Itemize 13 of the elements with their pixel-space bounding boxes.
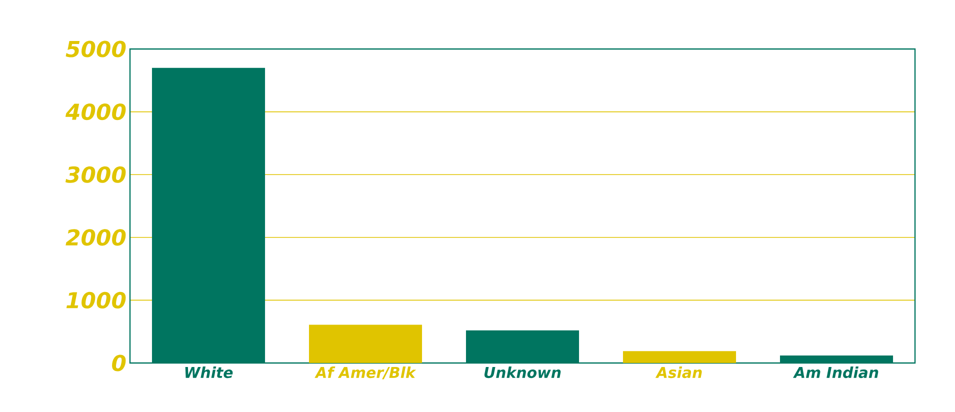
y-tick-label: 2000 <box>66 229 126 246</box>
y-tick-label: 1000 <box>66 292 126 308</box>
x-tick-label: Af Amer/Blk <box>314 366 416 380</box>
y-tick-label: 3000 <box>65 166 126 183</box>
x-tick-label: Am Indian <box>792 366 878 378</box>
y-tick-label: 0 <box>112 354 126 372</box>
x-tick-label: Asian <box>655 366 702 378</box>
x-tick-label: White <box>185 366 233 378</box>
bar <box>622 351 736 363</box>
bar <box>308 324 422 363</box>
y-tick-label: 4000 <box>65 104 126 120</box>
x-tick-label: Unknown <box>484 366 561 378</box>
y-tick-label: 5000 <box>66 40 126 58</box>
